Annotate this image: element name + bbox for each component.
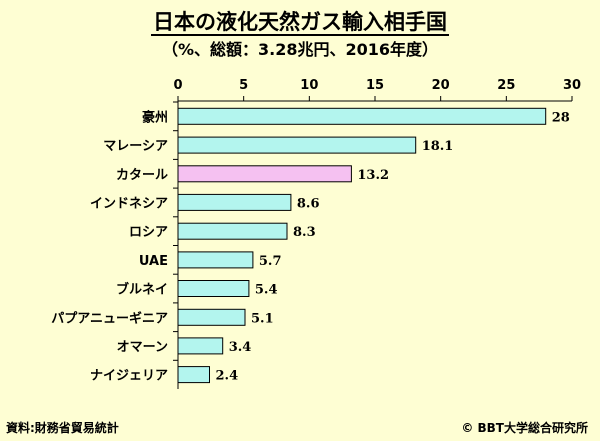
x-tick-label: 25 <box>497 78 515 93</box>
x-tick-label: 0 <box>173 78 182 93</box>
value-label: 5.1 <box>251 311 274 326</box>
chart-subtitle: （%、総額：3.28兆円、2016年度） <box>161 40 439 59</box>
category-label: マレーシア <box>103 139 168 154</box>
bar-4 <box>177 222 288 240</box>
x-tick-label: 5 <box>239 78 248 93</box>
value-label: 13.2 <box>357 168 389 183</box>
category-label: オマーン <box>117 340 168 355</box>
category-label: ロシア <box>129 225 168 240</box>
value-label: 3.4 <box>229 340 252 355</box>
category-label: パプアニューギニア <box>51 310 168 326</box>
bar-0 <box>177 107 547 125</box>
category-label: ナイジェリア <box>90 369 168 384</box>
chart-title-text: 日本の液化天然ガス輸入相手国 <box>151 10 449 36</box>
value-label: 5.7 <box>259 254 282 269</box>
value-label: 28 <box>552 110 570 125</box>
bar-9 <box>177 366 210 384</box>
source-note: 資料:財務省貿易統計 <box>6 421 119 435</box>
bar-5 <box>177 251 254 269</box>
bar-1 <box>177 136 417 154</box>
x-tick-label: 15 <box>366 78 384 93</box>
value-label: 2.4 <box>216 369 239 384</box>
category-label: カタール <box>116 168 168 183</box>
x-tick-label: 30 <box>563 78 581 93</box>
category-label: 豪州 <box>142 109 168 125</box>
value-label: 8.3 <box>293 225 316 240</box>
chart-title: 日本の液化天然ガス輸入相手国 <box>0 6 600 36</box>
x-tick-label: 10 <box>300 78 318 93</box>
copyright-note: © BBT大学総合研究所 <box>461 421 588 435</box>
category-label: インドネシア <box>90 196 168 211</box>
bar-7 <box>177 308 246 326</box>
bar-3 <box>177 193 292 211</box>
bar-6 <box>177 280 250 297</box>
value-label: 18.1 <box>422 139 454 154</box>
x-tick-label: 20 <box>432 78 450 93</box>
category-label: UAE <box>139 254 168 269</box>
value-label: 8.6 <box>297 196 320 211</box>
category-label: ブルネイ <box>116 282 168 298</box>
value-label: 5.4 <box>255 283 278 298</box>
bar-8 <box>177 337 224 355</box>
bar-2 <box>177 165 352 183</box>
